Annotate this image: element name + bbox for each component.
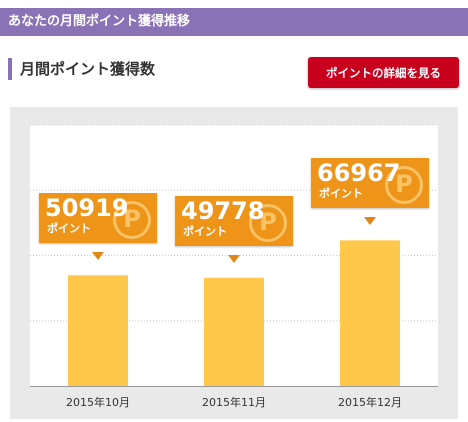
x-tick-label-0: 2015年10月 [66, 395, 130, 409]
data-label-value: 49778 [181, 196, 265, 225]
callout-pointer-2 [364, 217, 376, 226]
section-title-text: 月間ポイント獲得数 [20, 60, 156, 78]
point-coin-icon: P [249, 203, 287, 242]
data-label-value: 66967 [317, 159, 401, 188]
data-label-unit: ポイント [319, 187, 363, 201]
data-label-value: 50919 [45, 194, 129, 223]
x-tick-label-1: 2015年11月 [202, 395, 266, 409]
point-details-button[interactable]: ポイントの詳細を見る [308, 57, 459, 88]
callout-pointer-0 [92, 252, 104, 261]
data-label-unit: ポイント [47, 222, 91, 236]
point-coin-icon: P [113, 201, 151, 240]
callout-pointer-1 [228, 254, 240, 263]
section-title: 月間ポイント獲得数 [8, 58, 155, 80]
bar-chart-svg: 2015年10月 2015年11月 2015年12月 [30, 124, 438, 409]
chart-panel: 2015年10月 2015年11月 2015年12月 P 50919 ポイント P 4977… [10, 107, 458, 419]
data-label-unit: ポイント [183, 224, 227, 238]
page-header-title: あなたの月間ポイント獲得推移 [8, 14, 191, 29]
bar-0 [68, 275, 128, 386]
point-coin-icon: P [385, 166, 423, 205]
data-label-callout-1: P 49778 ポイント [175, 195, 293, 246]
bar-2 [340, 240, 400, 386]
x-tick-label-2: 2015年12月 [338, 395, 402, 409]
data-label-callout-2: P 66967 ポイント [311, 158, 429, 209]
data-label-callout-0: P 50919 ポイント [39, 193, 157, 244]
page-header: あなたの月間ポイント獲得推移 [0, 8, 468, 36]
bar-1 [204, 277, 264, 386]
bar-chart: 2015年10月 2015年11月 2015年12月 P 50919 ポイント P 4977… [30, 124, 438, 409]
